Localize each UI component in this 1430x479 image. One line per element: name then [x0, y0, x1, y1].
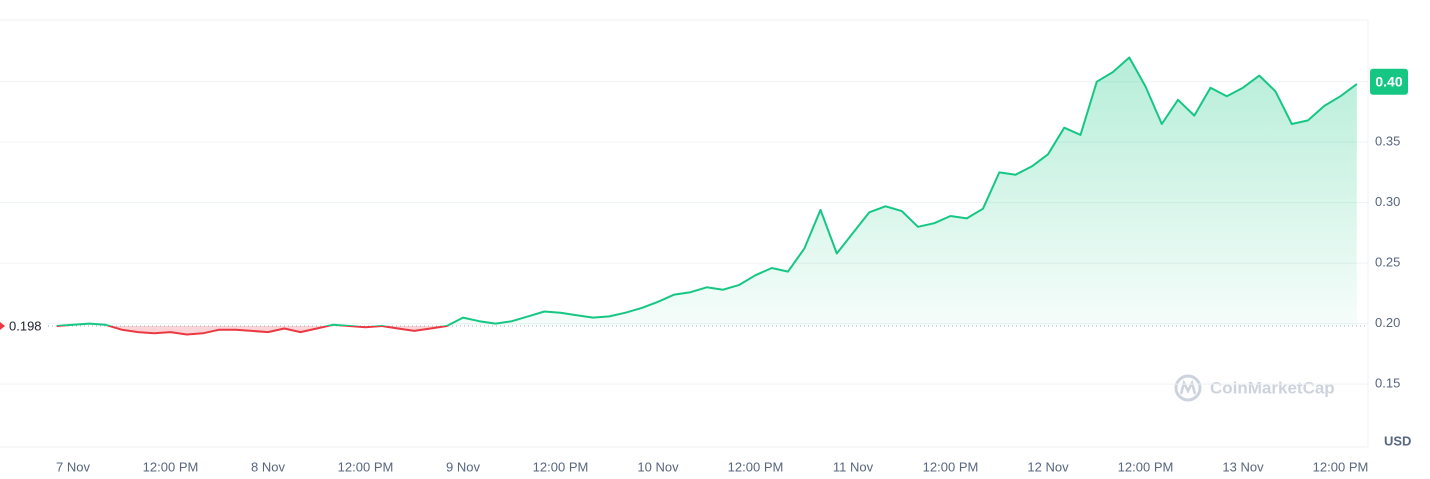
y-tick-label: 0.30: [1375, 194, 1400, 209]
x-tick-label: 8 Nov: [251, 459, 285, 474]
x-tick-label: 12:00 PM: [338, 459, 394, 474]
x-tick-label: 7 Nov: [56, 459, 90, 474]
last-price-label: 0.40: [1375, 73, 1402, 89]
x-tick-label: 12:00 PM: [728, 459, 784, 474]
x-tick-label: 9 Nov: [446, 459, 480, 474]
x-tick-label: 12:00 PM: [143, 459, 199, 474]
y-tick-label: 0.35: [1375, 134, 1400, 149]
last-price-badge: [1370, 68, 1408, 95]
x-tick-label: 12:00 PM: [533, 459, 589, 474]
baseline-label-bg: [6, 317, 46, 336]
y-tick-label: 0.20: [1375, 315, 1400, 330]
y-tick-label: 0.15: [1375, 376, 1400, 391]
watermark: CoinMarketCap: [1174, 374, 1335, 402]
x-tick-label: 10 Nov: [637, 459, 679, 474]
x-tick-label: 12:00 PM: [1313, 459, 1369, 474]
x-tick-label: 13 Nov: [1222, 459, 1264, 474]
baseline-label: 0.198: [9, 318, 42, 333]
baseline-marker: [0, 322, 5, 331]
x-tick-label: 11 Nov: [833, 459, 874, 474]
y-unit: USD: [1384, 433, 1411, 448]
price-line: [56, 56, 1358, 336]
watermark-text: CoinMarketCap: [1210, 378, 1335, 397]
x-tick-label: 12:00 PM: [1118, 459, 1174, 474]
y-tick-label: 0.25: [1375, 255, 1400, 270]
x-tick-label: 12:00 PM: [923, 459, 979, 474]
x-tick-label: 12 Nov: [1027, 459, 1069, 474]
area: [56, 57, 1357, 335]
